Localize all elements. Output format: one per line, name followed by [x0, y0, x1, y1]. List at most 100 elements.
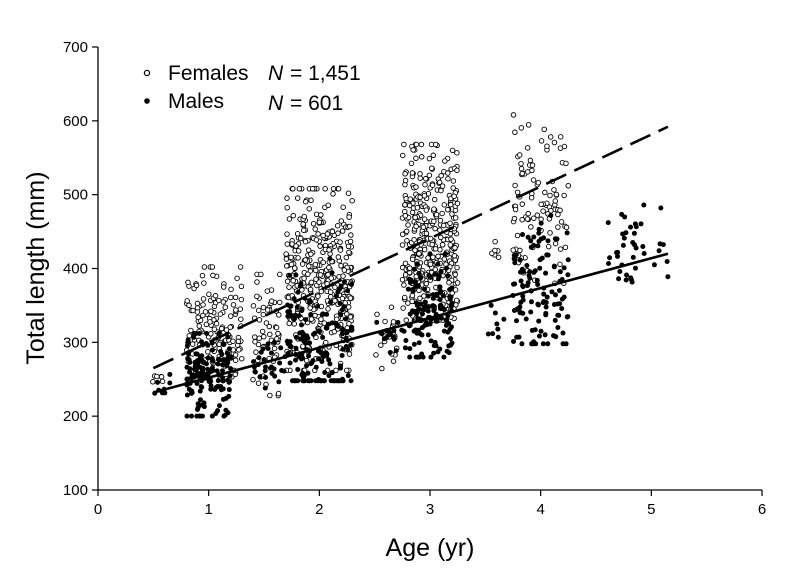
- female-point: [437, 217, 444, 224]
- male-point: [431, 304, 437, 310]
- female-point: [495, 254, 502, 261]
- female-point: [563, 160, 569, 167]
- female-point: [320, 259, 326, 266]
- female-point: [429, 182, 436, 188]
- male-point: [299, 372, 305, 378]
- male-point: [527, 269, 533, 275]
- female-point: [334, 222, 341, 229]
- male-point: [296, 313, 302, 319]
- female-point: [227, 313, 234, 319]
- female-point: [408, 160, 415, 167]
- male-point: [437, 297, 443, 303]
- female-point: [315, 231, 321, 237]
- female-point: [341, 267, 348, 273]
- male-point: [303, 317, 309, 323]
- male-point: [544, 252, 550, 258]
- male-point: [263, 374, 269, 380]
- female-point: [413, 223, 419, 230]
- male-point: [425, 293, 431, 299]
- female-point: [445, 170, 451, 176]
- male-point: [410, 287, 416, 293]
- female-point: [220, 299, 227, 305]
- female-point: [284, 195, 290, 201]
- male-point: [299, 306, 305, 312]
- male-point: [565, 257, 571, 263]
- female-point: [409, 298, 415, 305]
- female-point: [524, 216, 531, 222]
- female-point: [312, 261, 319, 268]
- male-point: [326, 357, 332, 363]
- female-point: [346, 320, 352, 327]
- male-point: [520, 310, 526, 316]
- female-point: [200, 296, 207, 302]
- female-point: [557, 261, 563, 268]
- male-point: [554, 236, 560, 242]
- male-point: [219, 368, 225, 374]
- female-point: [402, 212, 409, 219]
- female-point: [442, 158, 448, 164]
- female-point: [333, 367, 339, 374]
- male-point: [210, 358, 216, 364]
- male-point: [276, 379, 282, 385]
- male-point: [534, 277, 540, 283]
- male-point: [192, 374, 198, 380]
- male-point: [434, 318, 440, 324]
- male-point: [341, 304, 347, 310]
- female-point: [317, 272, 324, 278]
- male-point: [416, 340, 422, 346]
- male-point: [531, 269, 537, 275]
- male-point: [311, 331, 317, 337]
- female-point: [565, 183, 571, 189]
- male-point: [291, 316, 297, 322]
- female-point: [232, 294, 239, 301]
- female-point: [325, 202, 332, 209]
- female-point: [399, 276, 406, 283]
- female-point: [407, 196, 414, 202]
- female-point: [451, 253, 458, 259]
- male-point: [298, 322, 304, 328]
- female-point: [388, 304, 395, 310]
- y-tick-label: 100: [63, 482, 88, 499]
- female-point: [347, 314, 354, 320]
- female-point: [399, 242, 406, 248]
- female-point: [302, 257, 309, 263]
- female-point: [416, 287, 422, 294]
- female-point: [200, 302, 206, 308]
- female-point: [525, 122, 532, 128]
- female-point: [344, 311, 350, 317]
- male-point: [524, 263, 530, 269]
- female-point: [306, 263, 312, 269]
- male-point: [551, 263, 557, 269]
- male-point: [208, 379, 214, 385]
- male-point: [225, 360, 231, 366]
- female-point: [557, 207, 563, 214]
- female-point: [190, 307, 196, 314]
- female-point: [413, 155, 419, 162]
- male-point: [565, 272, 571, 278]
- female-point: [378, 342, 384, 348]
- legend-female-n-value: = 1,451: [290, 62, 361, 85]
- male-point: [428, 338, 434, 344]
- female-point: [211, 326, 218, 332]
- male-point: [324, 311, 330, 317]
- female-point: [345, 304, 352, 310]
- male-point: [638, 221, 644, 227]
- male-point: [527, 275, 533, 281]
- y-tick-label: 200: [63, 408, 88, 425]
- male-point: [213, 384, 219, 390]
- legend-male-n-value: = 601: [290, 92, 343, 115]
- male-point: [265, 341, 271, 347]
- male-point: [495, 326, 501, 332]
- female-point: [300, 343, 306, 350]
- female-point: [518, 125, 525, 131]
- y-tick-label: 300: [63, 334, 88, 351]
- male-point: [531, 242, 537, 248]
- male-point: [335, 289, 341, 295]
- female-point: [346, 351, 353, 357]
- legend-male-n-label: N: [268, 92, 284, 115]
- female-point: [317, 243, 323, 249]
- female-point: [409, 256, 416, 263]
- male-point: [425, 308, 431, 314]
- male-point: [277, 360, 283, 366]
